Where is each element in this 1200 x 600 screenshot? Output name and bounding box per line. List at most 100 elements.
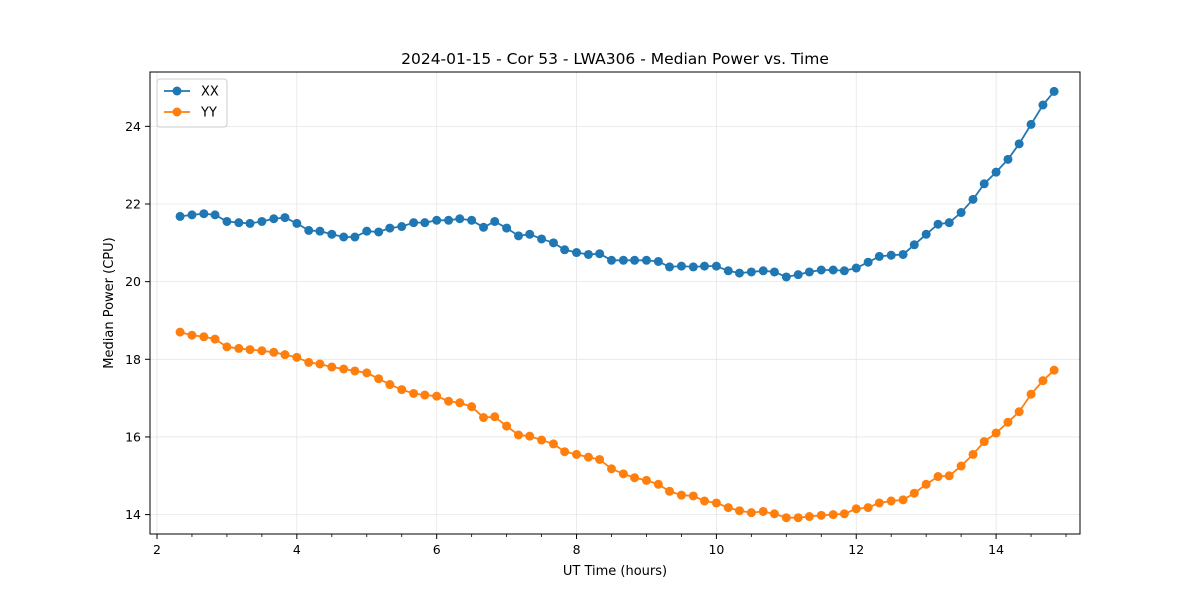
data-point-xx [467,215,477,225]
data-point-xx [245,218,255,228]
data-point-xx [199,209,209,219]
chart-title: 2024-01-15 - Cor 53 - LWA306 - Median Po… [401,50,829,68]
data-point-yy [432,391,442,401]
data-point-yy [618,469,628,479]
data-point-xx [909,240,919,250]
data-point-xx [804,267,814,277]
data-point-yy [304,357,314,367]
data-point-yy [245,345,255,355]
data-point-xx [222,216,232,226]
data-point-yy [548,439,558,449]
data-point-xx [234,218,244,228]
data-point-yy [490,412,500,422]
data-point-yy [851,504,861,514]
data-point-yy [804,512,814,522]
x-axis-label: UT Time (hours) [563,564,667,579]
data-point-xx [839,266,849,276]
data-point-xx [327,229,337,239]
data-point-xx [1014,139,1024,149]
data-point-xx [595,249,605,259]
data-point-xx [921,229,931,239]
data-point-xx [851,263,861,273]
y-tick-label: 20 [125,274,141,289]
data-point-yy [991,428,1001,438]
data-point-xx [479,222,489,232]
plot-frame [149,71,1081,535]
data-point-yy [583,452,593,462]
data-point-xx [641,255,651,265]
data-point-xx [1026,119,1036,129]
data-point-xx [968,194,978,204]
data-point-xx [292,218,302,228]
data-point-xx [490,216,500,226]
data-point-xx [863,257,873,267]
data-point-xx [618,255,628,265]
grid [150,72,1080,534]
data-point-yy [874,498,884,508]
data-point-yy [1026,389,1036,399]
data-point-xx [874,251,884,261]
data-point-xx [1049,86,1059,96]
data-point-yy [222,342,232,352]
data-point-yy [933,472,943,482]
data-point-xx [607,255,616,265]
data-point-yy [409,388,419,398]
data-point-xx [560,245,570,255]
data-point-xx [350,232,360,242]
data-point-yy [315,359,325,369]
data-point-xx [525,229,535,239]
data-point-yy [350,366,360,376]
data-point-xx [455,214,465,224]
series-yy [175,327,1059,523]
data-point-yy [1003,417,1013,427]
data-point-xx [374,227,384,237]
data-point-yy [653,479,663,489]
data-point-xx [676,261,686,271]
data-point-xx [362,226,372,236]
data-point-xx [991,167,1001,177]
legend-marker-xx [172,86,182,96]
data-point-xx [1003,154,1013,164]
data-point-yy [968,449,978,459]
data-point-yy [362,368,372,378]
data-point-xx [933,219,943,229]
data-point-yy [327,362,337,372]
y-tick-label: 18 [125,352,141,367]
data-point-yy [956,461,966,471]
data-point-xx [979,179,989,189]
data-point-yy [537,435,547,445]
data-point-xx [746,267,756,277]
x-tick-label: 2 [153,542,161,557]
data-point-yy [979,437,989,447]
data-point-xx [444,215,454,225]
data-point-yy [257,346,267,356]
data-point-yy [595,454,605,464]
data-point-yy [723,503,733,513]
data-point-yy [863,503,873,513]
data-point-yy [234,343,244,353]
legend: XX YY [156,78,228,128]
data-point-xx [700,261,709,271]
data-point-xx [723,266,733,276]
data-point-xx [257,216,267,226]
data-point-yy [898,495,908,505]
series-line-xx [179,90,1055,278]
data-point-yy [886,496,896,506]
legend-label-xx: XX [201,85,219,100]
data-point-yy [641,475,651,485]
data-point-yy [374,374,384,384]
series-layer [175,86,1059,523]
data-point-yy [1014,407,1024,417]
x-tick-label: 12 [848,542,864,557]
data-point-yy [607,464,616,474]
data-point-yy [187,330,197,340]
data-point-xx [409,218,419,228]
data-point-yy [397,385,407,395]
data-point-yy [630,473,640,483]
data-point-xx [734,268,744,278]
data-point-yy [502,421,512,431]
x-tick-label: 14 [988,542,1004,557]
data-point-yy [292,352,302,362]
y-tick-label: 16 [125,429,141,444]
